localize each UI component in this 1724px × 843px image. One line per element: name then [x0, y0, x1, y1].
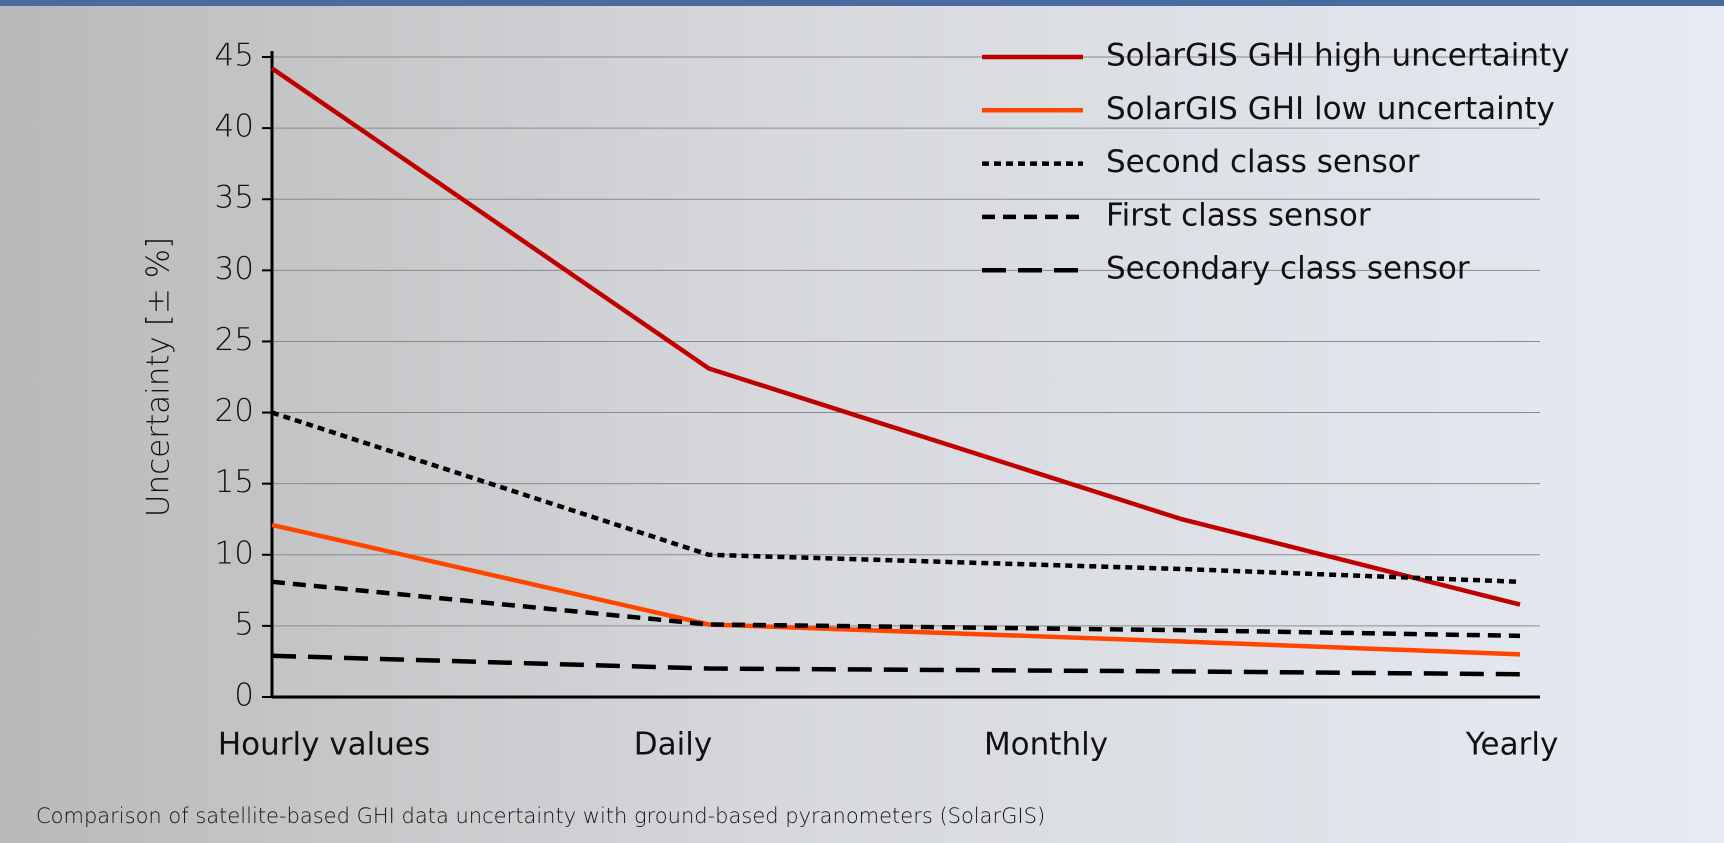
y-tick-label: 25: [215, 322, 254, 358]
y-tick-label: 30: [215, 251, 254, 287]
x-tick-label: Hourly values: [218, 727, 430, 763]
x-tick-label: Daily: [634, 727, 712, 763]
legend-label: Second class sensor: [1106, 144, 1420, 180]
legend-label: First class sensor: [1106, 197, 1371, 233]
y-tick-label: 45: [215, 38, 254, 74]
chart: Uncertainty [± %] Comparison of satellit…: [0, 0, 1724, 843]
page: {"chart_data": {"type": "line", "caption…: [0, 0, 1724, 843]
y-tick-label: 10: [215, 535, 254, 571]
x-tick-label: Yearly: [1465, 727, 1559, 763]
y-tick-label: 15: [215, 464, 254, 500]
legend-label: SolarGIS GHI low uncertainty: [1106, 91, 1555, 127]
legend-label: SolarGIS GHI high uncertainty: [1106, 38, 1570, 74]
y-tick-label: 5: [234, 606, 254, 642]
legend-label: Secondary class sensor: [1106, 251, 1470, 287]
x-tick-label: Monthly: [984, 727, 1108, 763]
y-tick-label: 40: [215, 109, 254, 145]
y-tick-label: 0: [234, 678, 254, 714]
y-tick-label: 20: [215, 393, 254, 429]
y-tick-label: 35: [215, 180, 254, 216]
y-axis-title: Uncertainty [± %]: [141, 237, 177, 517]
caption: Comparison of satellite-based GHI data u…: [36, 804, 1045, 828]
top-band: [0, 0, 1724, 6]
